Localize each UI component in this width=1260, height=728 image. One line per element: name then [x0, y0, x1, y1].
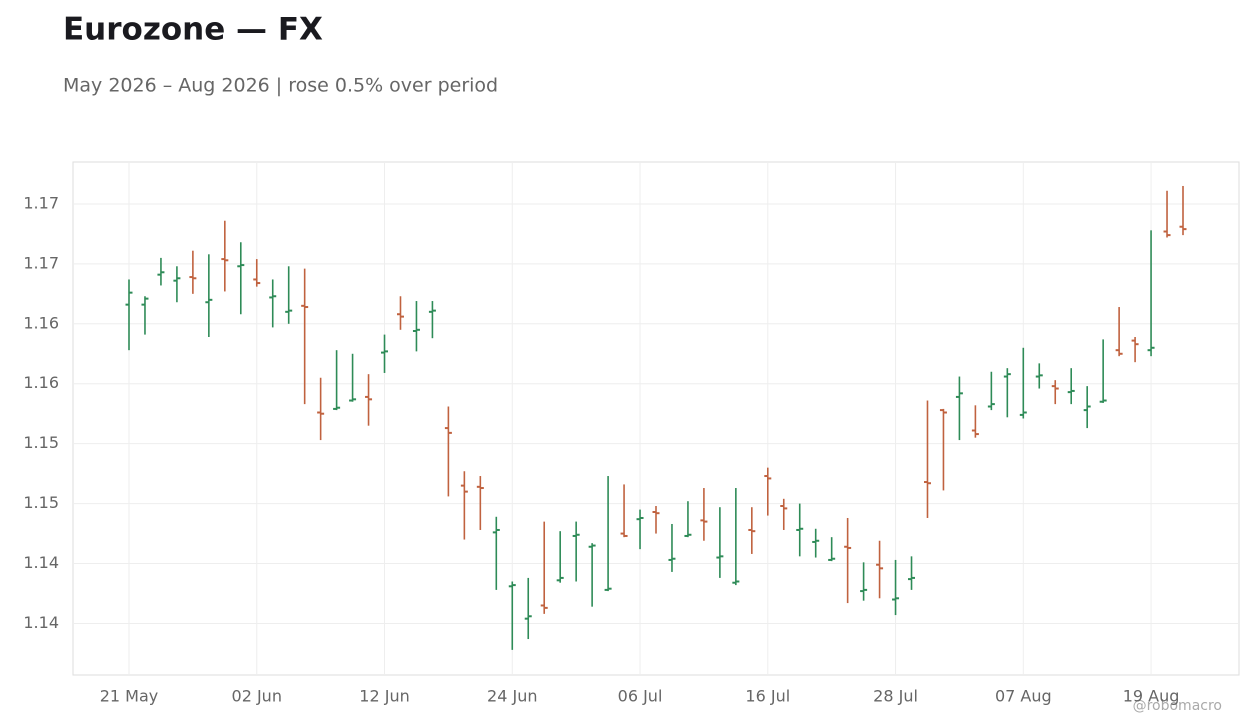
y-tick-label: 1.16	[23, 373, 59, 392]
plot-frame	[72, 161, 1240, 676]
x-tick-label: 24 Jun	[487, 687, 537, 706]
x-tick-label: 12 Jun	[359, 687, 409, 706]
y-tick-label: 1.17	[23, 193, 59, 212]
x-tick-label: 21 May	[100, 687, 159, 706]
x-tick-label: 07 Aug	[995, 687, 1052, 706]
x-tick-label: 19 Aug	[1123, 687, 1180, 706]
y-tick-label: 1.16	[23, 313, 59, 332]
chart-title: Eurozone — FX	[63, 12, 323, 48]
y-tick-label: 1.15	[23, 493, 59, 512]
y-tick-label: 1.14	[23, 553, 59, 572]
y-tick-label: 1.15	[23, 433, 59, 452]
x-tick-label: 16 Jul	[745, 687, 790, 706]
x-tick-label: 28 Jul	[873, 687, 918, 706]
x-tick-label: 02 Jun	[232, 687, 282, 706]
y-tick-label: 1.14	[23, 613, 59, 632]
y-tick-label: 1.17	[23, 253, 59, 272]
credit: @robomacro	[1133, 698, 1222, 714]
x-tick-label: 06 Jul	[618, 687, 663, 706]
chart-subtitle: May 2026 – Aug 2026 | rose 0.5% over per…	[63, 75, 498, 97]
